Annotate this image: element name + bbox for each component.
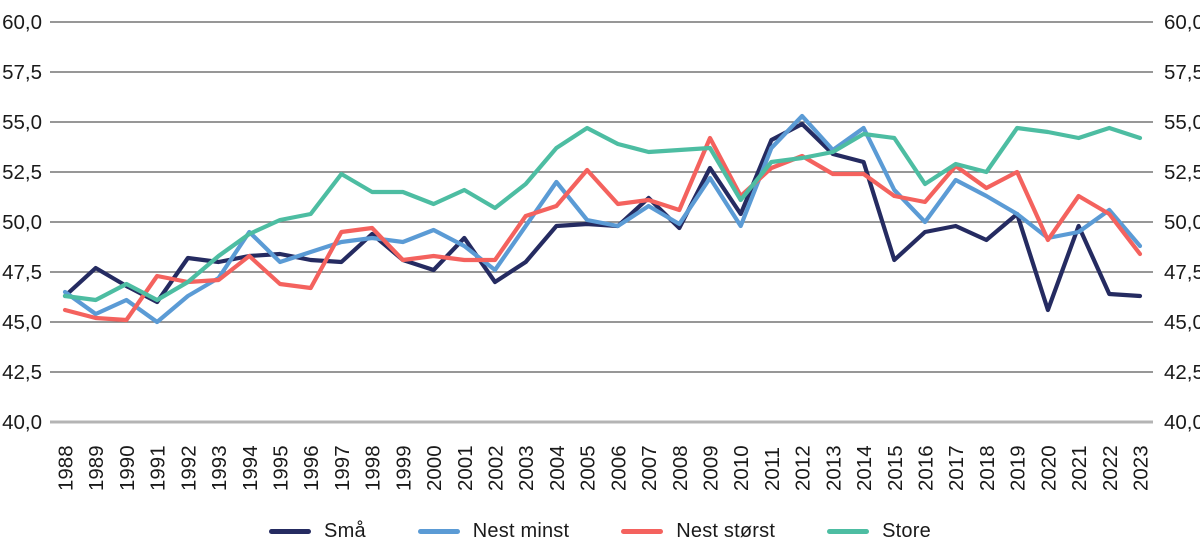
x-axis-label: 2020 <box>1037 445 1060 491</box>
x-axis-label: 1994 <box>239 445 262 491</box>
y-axis-label-left: 52,5 <box>2 161 42 184</box>
legend-label: Nest minst <box>472 520 570 542</box>
x-axis-label: 1993 <box>208 445 231 491</box>
x-axis-label: 2022 <box>1099 445 1122 491</box>
x-axis-label: 1992 <box>177 445 200 491</box>
legend-item-nest-minst: Nest minst <box>417 520 570 543</box>
x-axis-label: 1997 <box>331 445 354 491</box>
x-axis-label: 2001 <box>454 445 477 491</box>
x-axis-label: 2019 <box>1007 445 1030 491</box>
x-axis-label: 2012 <box>792 445 815 491</box>
x-axis-label: 2005 <box>577 445 600 491</box>
legend-label: Nest størst <box>676 520 776 542</box>
y-axis-label-right: 52,5 <box>1164 161 1200 184</box>
y-axis-label-left: 42,5 <box>2 361 42 384</box>
x-axis-label: 1991 <box>147 445 170 491</box>
x-axis-label: 2015 <box>884 445 907 491</box>
chart-legend: Små Nest minst Nest størst Store <box>0 505 1200 558</box>
y-axis-label-right: 60,0 <box>1164 11 1200 34</box>
x-axis-label: 2011 <box>761 447 784 491</box>
x-axis-label: 1995 <box>270 445 293 491</box>
x-axis-label: 2014 <box>853 445 876 491</box>
legend-label: Store <box>882 520 931 542</box>
y-axis-label-right: 57,5 <box>1164 61 1200 84</box>
legend-item-sm-: Små <box>269 520 366 543</box>
series-line-nest-st-rst <box>62 135 1143 323</box>
x-axis-label: 2021 <box>1068 445 1091 491</box>
legend-label: Små <box>324 520 366 542</box>
series-line-sm- <box>62 121 1143 313</box>
y-axis-label-right: 55,0 <box>1164 111 1200 134</box>
x-axis-label: 2010 <box>730 445 753 491</box>
series-line-nest-minst <box>62 113 1143 325</box>
legend-item-store: Store <box>827 520 931 543</box>
y-axis-label-left: 45,0 <box>2 311 42 334</box>
x-axis-label: 2004 <box>546 445 569 491</box>
x-axis-label: 2009 <box>700 445 723 491</box>
x-axis-label: 1989 <box>85 445 108 491</box>
legend-swatch <box>827 529 870 534</box>
x-axis-label: 2008 <box>669 445 692 491</box>
x-axis-label: 2003 <box>515 445 538 491</box>
x-axis-label: 2007 <box>638 445 661 491</box>
legend-swatch <box>417 529 460 534</box>
y-axis-label-right: 47,5 <box>1164 261 1200 284</box>
y-axis-label-right: 45,0 <box>1164 311 1200 334</box>
x-axis-label: 2006 <box>607 445 630 491</box>
x-axis-label: 1990 <box>116 445 139 491</box>
x-axis-label: 2002 <box>485 445 508 491</box>
y-axis-label-left: 50,0 <box>2 211 42 234</box>
chart-canvas: 40,0 40,0 42,5 42,5 45,0 45,0 47,5 47,5 50,0 50,0… <box>2 11 1200 491</box>
x-axis-label: 2018 <box>976 445 999 491</box>
y-axis-label-left: 47,5 <box>2 261 42 284</box>
x-axis-label: 2016 <box>915 445 938 491</box>
x-axis-label: 2000 <box>423 445 446 491</box>
y-axis-label-left: 40,0 <box>2 411 42 434</box>
y-axis-label-right: 42,5 <box>1164 361 1200 384</box>
line-chart: 40,0 40,0 42,5 42,5 45,0 45,0 47,5 47,5 50,0 50,0… <box>2 11 1200 491</box>
legend-item-nest-st-rst: Nest størst <box>621 520 775 543</box>
y-axis-label-left: 60,0 <box>2 11 42 34</box>
y-axis-label-left: 57,5 <box>2 61 42 84</box>
x-axis-label: 1996 <box>300 445 323 491</box>
x-axis-label: 2017 <box>945 445 968 491</box>
series-line-store <box>62 125 1143 303</box>
x-axis-label: 2023 <box>1130 445 1153 491</box>
legend-swatch <box>269 529 312 534</box>
x-axis-label: 2013 <box>822 445 845 491</box>
y-axis-label-right: 50,0 <box>1164 211 1200 234</box>
y-axis-label-left: 55,0 <box>2 111 42 134</box>
y-axis-label-right: 40,0 <box>1164 411 1200 434</box>
x-axis-label: 1988 <box>55 445 78 491</box>
legend-swatch <box>621 529 664 534</box>
x-axis-label: 1998 <box>362 445 385 491</box>
x-axis-label: 1999 <box>392 445 415 491</box>
